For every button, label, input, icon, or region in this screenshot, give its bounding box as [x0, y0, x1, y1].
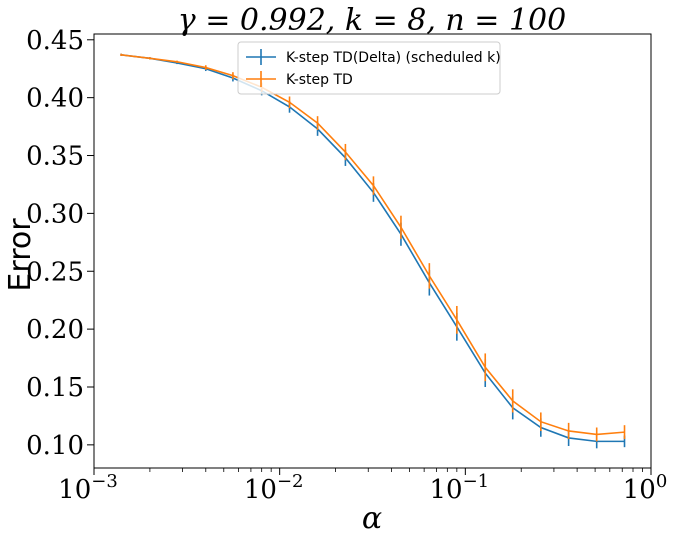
y-tick-label: 0.20	[26, 315, 84, 345]
x-axis: 10−3 10−2 10−1 100	[58, 468, 667, 505]
legend-box	[237, 41, 501, 95]
y-tick-label: 0.45	[26, 26, 84, 56]
series-layer	[120, 53, 626, 449]
axes-frame	[93, 33, 652, 469]
x-tick-label: 10−1	[430, 471, 490, 505]
y-tick-label: 0.40	[26, 84, 84, 114]
x-axis-label: α	[362, 501, 382, 536]
legend-item: K-step TD	[246, 71, 353, 88]
y-axis: 0.10 0.15 0.20 0.25 0.30 0.35 0.40 0.45	[26, 26, 94, 461]
y-tick-label: 0.35	[26, 142, 84, 172]
y-tick-label: 0.30	[26, 199, 84, 229]
x-tick-label: 100	[623, 471, 668, 505]
series-line	[121, 54, 625, 443]
x-tick-label: 10−2	[244, 471, 304, 505]
y-tick-label: 0.15	[26, 373, 84, 403]
chart-title: γ = 0.992, k = 8, n = 100	[178, 3, 566, 38]
y-axis-label: Error	[3, 218, 38, 292]
legend-label: K-step TD	[286, 72, 353, 88]
x-tick-label: 10−3	[58, 471, 118, 505]
y-tick-label: 0.10	[26, 431, 84, 461]
legend-item: K-step TD(Delta) (scheduled k)	[246, 49, 501, 66]
series-2	[120, 53, 626, 442]
y-tick-label: 0.25	[26, 257, 84, 287]
series-1	[120, 53, 626, 449]
legend-label: K-step TD(Delta) (scheduled k)	[286, 50, 501, 66]
legend: K-step TD(Delta) (scheduled k) K-step TD	[237, 41, 501, 95]
series-line	[121, 54, 625, 436]
